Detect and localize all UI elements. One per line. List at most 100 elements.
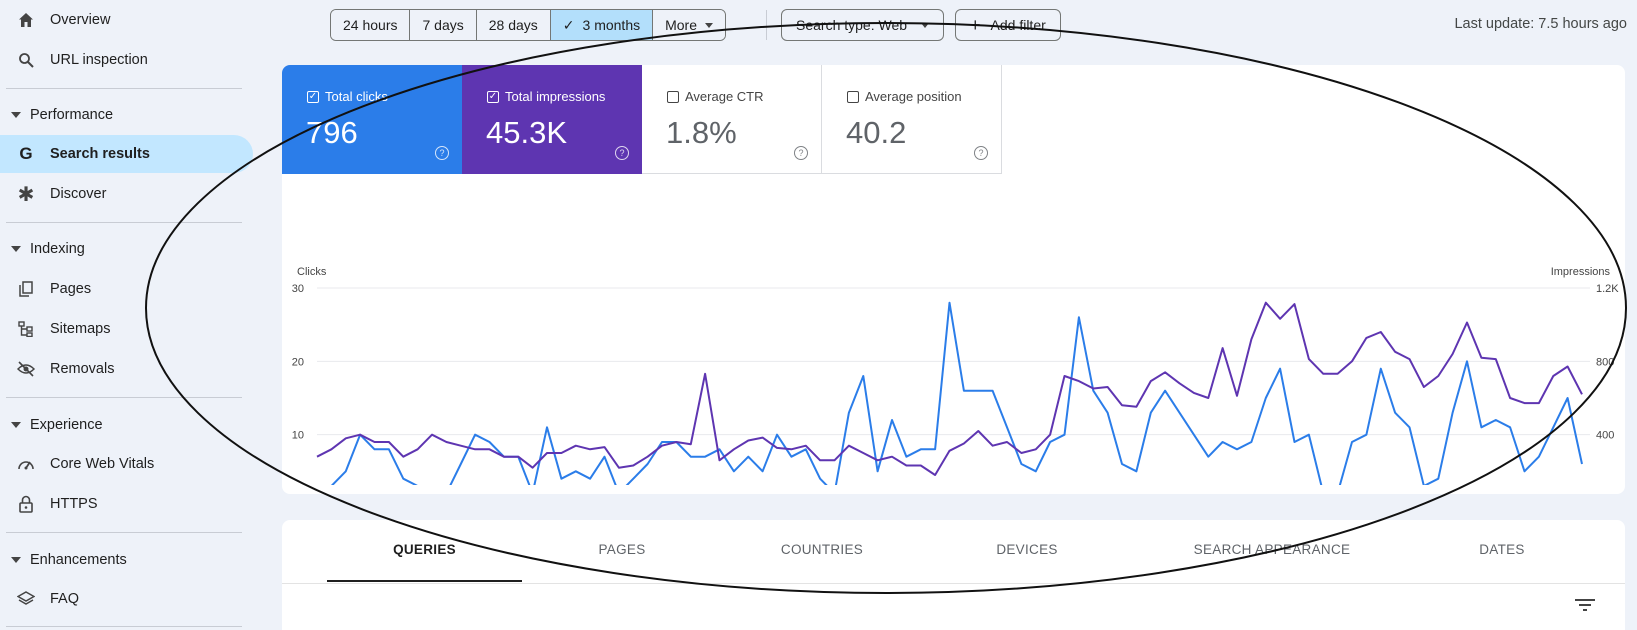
- tab-countries[interactable]: COUNTRIES: [780, 542, 864, 557]
- toolbar-separator: [766, 10, 767, 40]
- tab-search-appearance[interactable]: SEARCH APPEARANCE: [1193, 542, 1351, 557]
- pages-icon: [17, 280, 35, 298]
- sidebar-item-label: Removals: [50, 361, 115, 377]
- metric-value: 45.3K: [486, 115, 568, 150]
- y-right-axis-label: Impressions: [1551, 266, 1611, 278]
- sidebar-divider: [6, 397, 242, 398]
- sidebar-item-removals[interactable]: Removals: [0, 350, 253, 388]
- help-icon[interactable]: ?: [974, 146, 988, 160]
- sidebar-item-core-web-vitals[interactable]: Core Web Vitals: [0, 445, 253, 483]
- y-left-tick-label: 10: [292, 430, 304, 442]
- sidebar-divider: [6, 222, 242, 223]
- help-icon[interactable]: ?: [794, 146, 808, 160]
- sidebar-item-label: Overview: [50, 12, 111, 28]
- asterisk-icon: ✱: [17, 183, 35, 206]
- caret-down-icon: [11, 246, 21, 252]
- active-tab-indicator: [327, 580, 522, 582]
- range-24-hours-button[interactable]: 24 hours: [331, 10, 411, 40]
- tab-pages[interactable]: PAGES: [598, 542, 646, 557]
- range-label: 7 days: [422, 17, 464, 33]
- sidebar-section-label: Indexing: [30, 241, 85, 257]
- metric-average-position[interactable]: Average position 40.2 ?: [822, 65, 1002, 174]
- range-7-days-button[interactable]: 7 days: [410, 10, 477, 40]
- sidebar-divider: [6, 532, 242, 533]
- checkbox-unchecked[interactable]: [667, 91, 679, 103]
- filter-icon[interactable]: [1575, 598, 1595, 612]
- caret-down-icon: [11, 557, 21, 563]
- date-range-selector: 24 hours 7 days 28 days ✓ 3 months More: [330, 9, 727, 41]
- date-range-toolbar: 24 hours 7 days 28 days ✓ 3 months More: [330, 9, 727, 41]
- sidebar-section-experience[interactable]: Experience: [0, 410, 253, 440]
- performance-card: ✓ Total clicks 796 ? ✓ Total impressions…: [282, 65, 1625, 494]
- range-more-button[interactable]: More: [653, 10, 726, 40]
- sidebar-item-label: FAQ: [50, 591, 80, 607]
- sidebar-item-url-inspection[interactable]: URL inspection: [0, 41, 253, 79]
- help-icon[interactable]: ?: [435, 146, 449, 160]
- check-icon: ✓: [562, 16, 575, 33]
- y-left-axis-label: Clicks: [297, 266, 327, 278]
- tab-queries[interactable]: QUERIES: [393, 542, 456, 557]
- checkbox-checked[interactable]: ✓: [307, 91, 319, 103]
- sidebar-item-label: HTTPS: [50, 496, 98, 512]
- tabs-divider: [282, 583, 1625, 584]
- y-left-tick-label: 20: [292, 356, 304, 368]
- tab-devices[interactable]: DEVICES: [996, 542, 1058, 557]
- sitemap-icon: [17, 320, 35, 338]
- sidebar-item-overview[interactable]: Overview: [0, 1, 253, 39]
- sidebar-section-label: Performance: [30, 107, 114, 123]
- sidebar-item-label: Sitemaps: [50, 321, 111, 337]
- y-right-tick-label: 1.2K: [1596, 283, 1619, 295]
- plus-icon: +: [970, 15, 981, 35]
- caret-down-icon: [921, 22, 930, 28]
- sidebar-item-https[interactable]: HTTPS: [0, 485, 253, 523]
- metric-average-ctr[interactable]: Average CTR 1.8% ?: [642, 65, 822, 174]
- help-icon[interactable]: ?: [615, 146, 629, 160]
- sidebar-divider: [6, 626, 242, 627]
- sidebar-item-discover[interactable]: ✱ Discover: [0, 175, 253, 213]
- range-label: 28 days: [488, 17, 538, 33]
- layers-icon: [17, 590, 35, 608]
- metric-total-clicks[interactable]: ✓ Total clicks 796 ?: [282, 65, 462, 174]
- search-icon: [17, 51, 35, 69]
- sidebar-section-label: Experience: [30, 417, 103, 433]
- eye-off-icon: [17, 360, 35, 378]
- home-icon: [17, 11, 35, 29]
- sidebar-item-label: URL inspection: [50, 52, 148, 68]
- search-type-dropdown[interactable]: Search type: Web: [781, 9, 945, 41]
- sidebar-section-enhancements[interactable]: Enhancements: [0, 545, 253, 575]
- sidebar-section-performance[interactable]: Performance: [0, 100, 253, 130]
- metric-value: 796: [306, 115, 358, 150]
- sidebar-item-faq[interactable]: FAQ: [0, 580, 253, 618]
- metric-label: Average position: [865, 89, 962, 104]
- caret-down-icon: [11, 112, 21, 118]
- add-filter-button[interactable]: + Add filter: [955, 9, 1061, 41]
- add-filter-label: Add filter: [990, 17, 1046, 33]
- lock-icon: [17, 495, 35, 513]
- sidebar-item-pages[interactable]: Pages: [0, 270, 253, 308]
- checkbox-unchecked[interactable]: [847, 91, 859, 103]
- dimensions-card: QUERIES PAGES COUNTRIES DEVICES SEARCH A…: [282, 520, 1625, 630]
- range-label: 24 hours: [343, 17, 398, 33]
- last-update-text: Last update: 7.5 hours ago: [1454, 16, 1627, 32]
- speedometer-icon: [17, 455, 35, 473]
- y-right-tick-label: 400: [1596, 430, 1614, 442]
- sidebar-item-sitemaps[interactable]: Sitemaps: [0, 310, 253, 348]
- range-label: More: [665, 17, 698, 33]
- tab-dates[interactable]: DATES: [1479, 542, 1525, 557]
- y-left-tick-label: 30: [292, 283, 304, 295]
- sidebar-section-indexing[interactable]: Indexing: [0, 234, 253, 264]
- search-type-label: Search type: Web: [796, 17, 908, 33]
- metric-label: Total clicks: [325, 89, 388, 104]
- range-28-days-button[interactable]: 28 days: [476, 10, 551, 40]
- y-right-tick-label: 800: [1596, 356, 1614, 368]
- range-label: 3 months: [582, 17, 641, 33]
- metric-value: 40.2: [846, 115, 907, 150]
- sidebar-item-search-results[interactable]: G Search results: [0, 135, 253, 173]
- range-3-months-button[interactable]: ✓ 3 months: [550, 10, 654, 40]
- checkbox-checked[interactable]: ✓: [487, 91, 499, 103]
- metric-total-impressions[interactable]: ✓ Total impressions 45.3K ?: [462, 65, 642, 174]
- sidebar-divider: [6, 88, 242, 89]
- sidebar-item-label: Core Web Vitals: [50, 456, 155, 472]
- metric-value: 1.8%: [666, 115, 737, 150]
